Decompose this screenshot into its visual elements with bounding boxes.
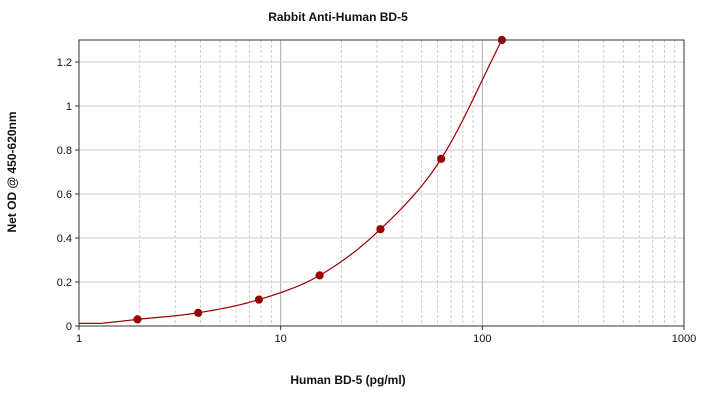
x-tick-label: 100	[473, 333, 491, 345]
fit-curve	[79, 39, 503, 324]
data-points	[133, 35, 506, 324]
y-tick-label: 0.2	[57, 277, 72, 289]
data-point	[437, 154, 446, 163]
x-axis-ticks: 1 10 100 1000	[76, 326, 696, 345]
fit-curve-layer	[79, 39, 503, 324]
y-tick-label: 0.8	[57, 145, 72, 157]
data-point	[194, 308, 203, 317]
x-tick-label: 10	[275, 333, 287, 345]
x-axis-label: Human BD-5 (pg/ml)	[290, 373, 405, 387]
data-point	[315, 271, 324, 280]
grid-lines	[79, 40, 684, 326]
y-tick-label: 0.4	[57, 233, 72, 245]
data-point	[254, 295, 264, 304]
y-tick-label: 1.2	[57, 57, 72, 69]
data-point	[376, 225, 385, 234]
chart-title: Rabbit Anti-Human BD-5	[268, 10, 408, 24]
y-tick-label: 0	[66, 321, 72, 333]
y-axis-ticks: 0 0.2 0.4 0.6 0.8 1 1.2	[57, 57, 79, 333]
data-point	[133, 315, 142, 324]
x-tick-label: 1000	[672, 333, 696, 345]
y-tick-label: 0.6	[57, 189, 72, 201]
x-tick-label: 1	[76, 333, 82, 345]
plot-area-frame	[78, 39, 685, 327]
y-tick-label: 1	[66, 101, 72, 113]
y-axis-label: Net OD @ 450-620nm	[5, 111, 19, 232]
